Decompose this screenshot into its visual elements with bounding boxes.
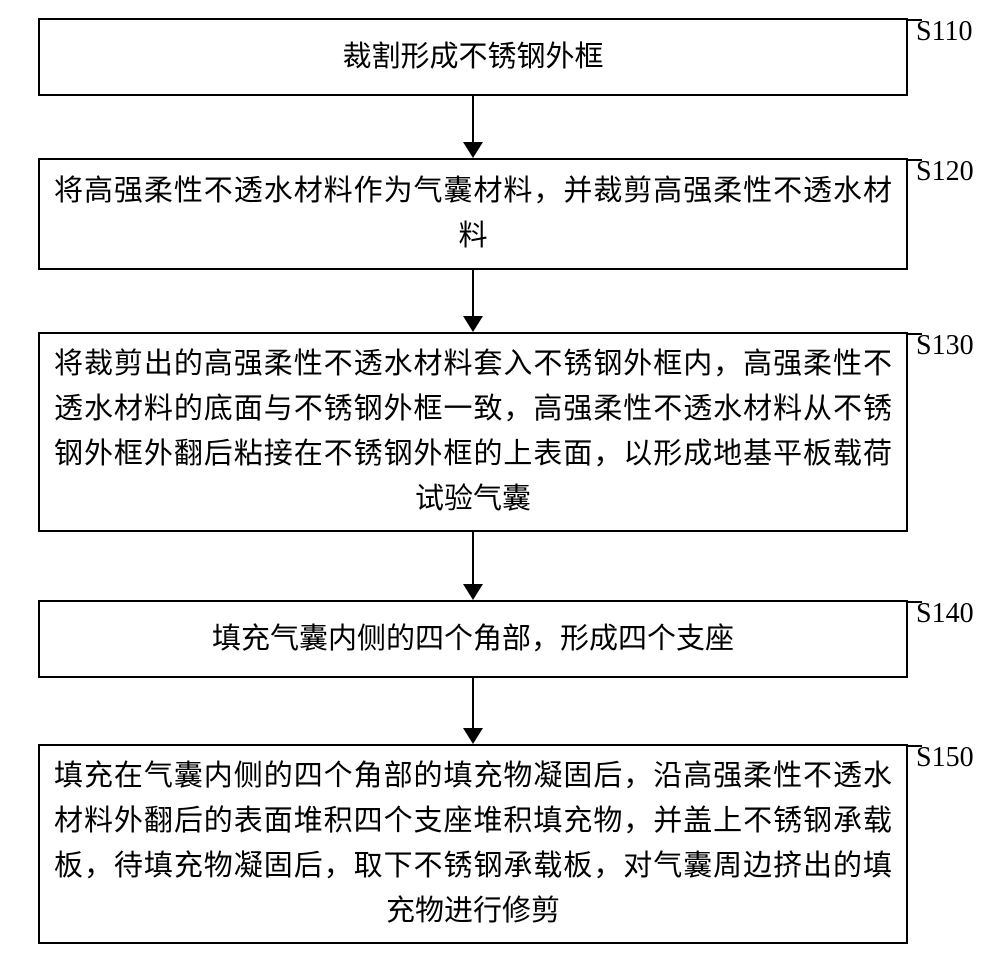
step-label-s110: S110	[916, 16, 973, 48]
node-box-s120: 将高强柔性不透水材料作为气囊材料，并裁剪高强柔性不透水材料	[38, 158, 908, 270]
node-box-s150: 填充在气囊内侧的四个角部的填充物凝固后，沿高强柔性不透水材料外翻后的表面堆积四个…	[38, 744, 908, 944]
node-text: 裁割形成不锈钢外框	[54, 35, 892, 80]
node-box-s110: 裁割形成不锈钢外框	[38, 18, 908, 96]
node-box-s140: 填充气囊内侧的四个角部，形成四个支座	[38, 600, 908, 678]
arrow-line	[472, 270, 474, 316]
node-box-s130: 将裁剪出的高强柔性不透水材料套入不锈钢外框内，高强柔性不透水材料的底面与不锈钢外…	[38, 332, 908, 532]
node-text: 填充在气囊内侧的四个角部的填充物凝固后，沿高强柔性不透水材料外翻后的表面堆积四个…	[54, 754, 892, 934]
arrow-head-icon	[463, 142, 483, 158]
flowchart-node: 将裁剪出的高强柔性不透水材料套入不锈钢外框内，高强柔性不透水材料的底面与不锈钢外…	[38, 332, 974, 532]
arrow-line	[472, 532, 474, 584]
arrow-head-icon	[463, 584, 483, 600]
flowchart-container: 裁割形成不锈钢外框 S110 将高强柔性不透水材料作为气囊材料，并裁剪高强柔性不…	[0, 0, 1000, 962]
arrow-line	[472, 96, 474, 142]
step-label-s130: S130	[916, 330, 974, 362]
arrow-head-icon	[463, 728, 483, 744]
flowchart-node: 裁割形成不锈钢外框 S110	[38, 18, 973, 96]
step-label-s120: S120	[916, 156, 974, 188]
flowchart-node: 将高强柔性不透水材料作为气囊材料，并裁剪高强柔性不透水材料 S120	[38, 158, 974, 270]
node-text: 将裁剪出的高强柔性不透水材料套入不锈钢外框内，高强柔性不透水材料的底面与不锈钢外…	[54, 342, 892, 522]
flowchart-node: 填充在气囊内侧的四个角部的填充物凝固后，沿高强柔性不透水材料外翻后的表面堆积四个…	[38, 744, 974, 944]
flowchart-node: 填充气囊内侧的四个角部，形成四个支座 S140	[38, 600, 974, 678]
step-label-s150: S150	[916, 742, 974, 774]
node-text: 填充气囊内侧的四个角部，形成四个支座	[54, 617, 892, 662]
arrow-line	[472, 678, 474, 728]
arrow-head-icon	[463, 316, 483, 332]
node-text: 将高强柔性不透水材料作为气囊材料，并裁剪高强柔性不透水材料	[54, 169, 892, 259]
step-label-s140: S140	[916, 598, 974, 630]
